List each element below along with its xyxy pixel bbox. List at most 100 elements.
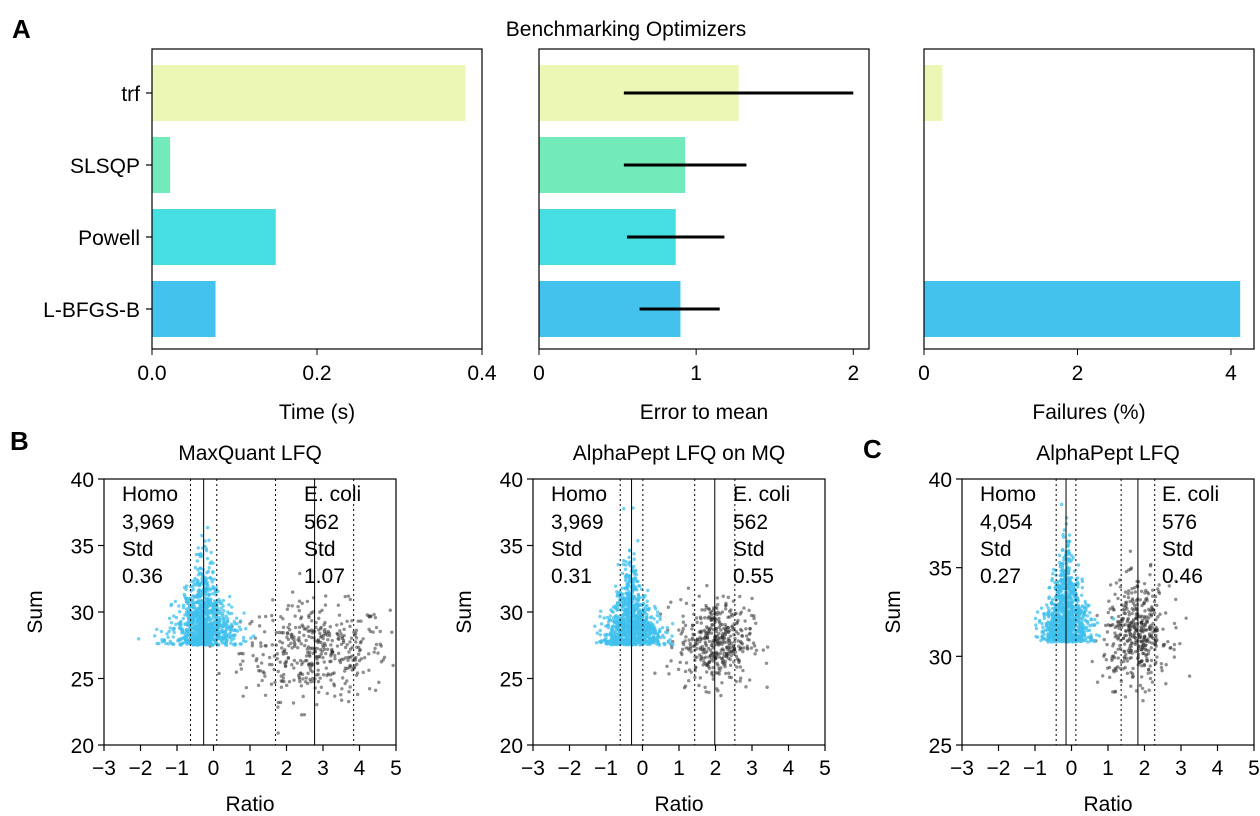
- ecoli-point: [237, 652, 241, 656]
- ecoli-point: [684, 646, 688, 650]
- ecoli-point: [1178, 641, 1182, 646]
- homo-point: [646, 621, 651, 625]
- homo-point: [623, 567, 628, 572]
- ecoli-point: [1150, 588, 1155, 592]
- series-name: E. coli: [1162, 483, 1219, 506]
- homo-point: [225, 619, 230, 623]
- ecoli-point: [727, 609, 732, 614]
- ecoli-point: [349, 636, 354, 640]
- ecoli-point: [746, 637, 750, 642]
- ecoli-point: [1124, 569, 1129, 574]
- homo-point: [1076, 617, 1080, 622]
- ecoli-point: [374, 625, 379, 630]
- ecoli-point: [371, 630, 375, 634]
- ecoli-point: [717, 655, 722, 659]
- homo-point: [1044, 603, 1049, 607]
- ecoli-point: [279, 674, 283, 678]
- ecoli-point: [714, 627, 718, 631]
- ecoli-point: [1141, 699, 1145, 703]
- ecoli-point: [1116, 647, 1120, 651]
- homo-point: [1065, 572, 1070, 576]
- homo-point: [186, 612, 191, 616]
- ecoli-point: [1113, 592, 1117, 596]
- homo-point: [1077, 608, 1081, 613]
- homo-point: [212, 603, 216, 608]
- std-label: Std: [304, 538, 336, 561]
- ecoli-point: [719, 628, 723, 632]
- xtick-label: 5: [1248, 757, 1260, 780]
- series-name: Homo: [122, 483, 178, 506]
- ecoli-point: [669, 659, 673, 663]
- plot-title: MaxQuant LFQ: [178, 442, 322, 465]
- homo-point: [1057, 638, 1062, 642]
- ecoli-point: [317, 690, 321, 694]
- ecoli-point: [1143, 591, 1147, 595]
- homo-point: [185, 640, 189, 644]
- ecoli-point: [1129, 621, 1133, 625]
- xtick-label: 0.4: [467, 362, 497, 385]
- ecoli-point: [274, 630, 279, 635]
- ecoli-point: [686, 679, 691, 683]
- ecoli-point: [1140, 686, 1145, 691]
- ecoli-point: [285, 607, 290, 611]
- homo-point: [222, 609, 226, 613]
- homo-point: [216, 622, 221, 627]
- ecoli-point: [1130, 591, 1134, 595]
- homo-point: [205, 580, 209, 584]
- ecoli-point: [1127, 650, 1131, 655]
- homo-point: [1066, 544, 1070, 549]
- series-name: Homo: [551, 483, 607, 506]
- homo-point: [1044, 623, 1048, 627]
- ecoli-point: [267, 662, 272, 667]
- homo-point: [631, 621, 636, 626]
- ecoli-point: [306, 681, 310, 686]
- ecoli-point: [741, 649, 745, 654]
- homo-point: [1057, 619, 1061, 623]
- ecoli-point: [681, 620, 686, 624]
- ecoli-point: [765, 685, 769, 689]
- category-label: SLSQP: [70, 155, 140, 178]
- ecoli-point: [280, 646, 284, 650]
- ecoli-point: [323, 603, 328, 607]
- ecoli-point: [250, 619, 254, 624]
- ecoli-point: [1164, 682, 1168, 686]
- homo-point: [184, 584, 189, 588]
- bar-trf: [924, 65, 943, 121]
- homo-point: [623, 574, 628, 579]
- ecoli-point: [308, 646, 313, 651]
- ecoli-point: [328, 624, 333, 629]
- ecoli-point: [1146, 592, 1151, 596]
- ecoli-point: [351, 658, 355, 663]
- ecoli-point: [377, 680, 381, 685]
- homo-point: [213, 589, 217, 594]
- homo-point: [634, 628, 639, 632]
- ecoli-point: [321, 643, 325, 647]
- ecoli-point: [670, 645, 674, 650]
- bar-chart-3: 0 2 4 Failures (%): [918, 48, 1255, 424]
- homo-point: [606, 641, 611, 645]
- ecoli-point: [1117, 578, 1122, 582]
- ecoli-point: [1151, 630, 1155, 634]
- xtick-label: −2: [987, 757, 1011, 780]
- ecoli-point: [376, 651, 380, 655]
- homo-point: [200, 576, 204, 580]
- ytick-label: 40: [929, 469, 952, 492]
- ecoli-point: [706, 630, 710, 634]
- homo-point: [221, 614, 225, 618]
- ecoli-point: [285, 683, 289, 688]
- ecoli-point: [753, 652, 757, 656]
- homo-point: [227, 603, 231, 607]
- homo-point: [1042, 611, 1046, 616]
- ecoli-point: [703, 640, 707, 644]
- homo-point: [171, 642, 176, 647]
- series-name: E. coli: [304, 483, 361, 506]
- ecoli-point: [330, 638, 334, 643]
- ecoli-point: [727, 615, 732, 619]
- ecoli-point: [314, 620, 318, 625]
- ecoli-point: [699, 631, 703, 635]
- ecoli-point: [1134, 640, 1138, 645]
- ecoli-point: [372, 650, 376, 654]
- ecoli-point: [292, 678, 296, 682]
- ecoli-point: [299, 671, 303, 675]
- homo-point: [1090, 623, 1094, 627]
